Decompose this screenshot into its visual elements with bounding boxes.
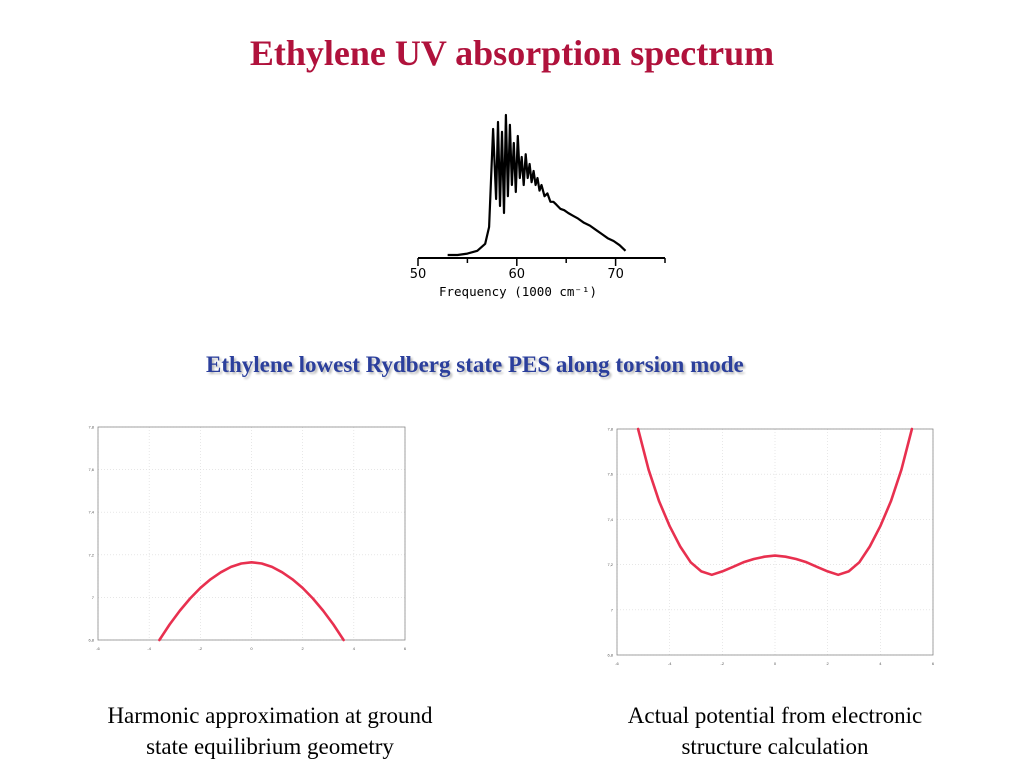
- y-tick-label: 7,8: [607, 427, 613, 432]
- plot-frame: [616, 428, 934, 656]
- x-tick-label: 2: [302, 646, 305, 651]
- x-tick-label: 50: [410, 267, 427, 282]
- x-tick-label: -2: [721, 661, 725, 666]
- y-tick-label: 7,8: [88, 425, 94, 430]
- x-tick-label: 4: [879, 661, 882, 666]
- pes-curve: [158, 561, 345, 642]
- spectrum-line: [447, 113, 627, 257]
- caption-right: Actual potential from electronic structu…: [560, 700, 990, 762]
- x-tick-label: 0: [250, 646, 253, 651]
- caption-left-line-2: state equilibrium geometry: [146, 734, 394, 759]
- y-tick-label: 7,6: [607, 472, 613, 477]
- y-tick-label: 6,8: [88, 638, 94, 643]
- x-tick-label: 6: [932, 661, 935, 666]
- y-tick-label: 7: [92, 595, 95, 600]
- y-tick-label: 7: [611, 607, 614, 612]
- plot-frame: [97, 426, 406, 641]
- y-tick-label: 7,6: [88, 467, 94, 472]
- caption-right-line-1: Actual potential from electronic: [627, 703, 923, 728]
- x-tick-label: 6: [404, 646, 407, 651]
- x-tick-label: 60: [509, 267, 526, 282]
- y-tick-label: 7,4: [88, 510, 94, 515]
- x-tick-label: -4: [668, 661, 672, 666]
- y-tick-label: 7,2: [607, 562, 613, 567]
- x-tick-label: 4: [353, 646, 356, 651]
- y-tick-label: 6,8: [607, 653, 613, 658]
- slide-subtitle: Ethylene lowest Rydberg state PES along …: [206, 352, 744, 377]
- pes-curve: [636, 427, 914, 577]
- slide-title: Ethylene UV absorption spectrum: [249, 33, 775, 73]
- x-tick-label: -6: [96, 646, 100, 651]
- x-tick-label: -6: [615, 661, 619, 666]
- caption-right-line-2: structure calculation: [681, 734, 869, 759]
- x-tick-label: 70: [607, 267, 624, 282]
- caption-left: Harmonic approximation at ground state e…: [40, 700, 500, 762]
- x-tick-label: -4: [147, 646, 151, 651]
- harmonic-pes-chart: -6 -4 -2 0 2 4 6 6,8 7 7,2 7,4 7,6 7,8: [88, 425, 407, 652]
- x-tick-label: 2: [827, 661, 830, 666]
- caption-left-line-1: Harmonic approximation at ground: [107, 703, 433, 728]
- y-tick-label: 7,2: [88, 552, 94, 557]
- actual-pes-chart: -6 -4 -2 0 2 4 6 6,8 7 7,2 7,4 7,6 7,8: [607, 427, 935, 667]
- x-axis-label: Frequency (1000 cm⁻¹): [439, 284, 597, 299]
- x-tick-label: -2: [199, 646, 203, 651]
- y-tick-label: 7,4: [607, 517, 613, 522]
- x-tick-label: 0: [774, 661, 777, 666]
- absorption-spectrum-chart: 50 60 70 Frequency (1000 cm⁻¹): [410, 113, 666, 299]
